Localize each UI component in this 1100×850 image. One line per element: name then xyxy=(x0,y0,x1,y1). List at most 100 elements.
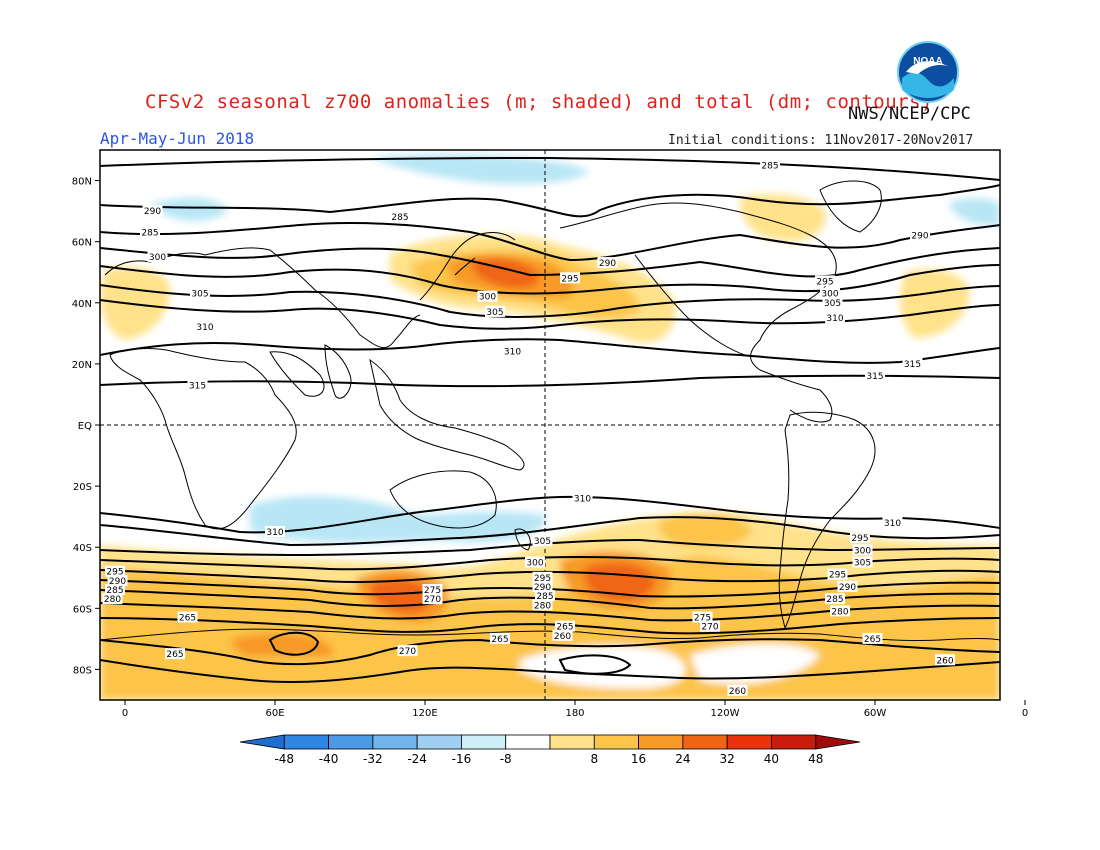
contour-label: 265 xyxy=(556,623,573,633)
contour-label: 300 xyxy=(479,293,496,303)
colorbar-tick-label: -16 xyxy=(452,752,472,766)
contour-label-bg xyxy=(477,290,498,302)
colorbar-tick-label: 16 xyxy=(631,752,646,766)
contour-label-bg xyxy=(815,275,835,287)
lat-tick-label: 80S xyxy=(73,665,92,676)
contour-label: 315 xyxy=(189,381,206,391)
contour-label: 305 xyxy=(854,559,871,569)
contour-label: 310 xyxy=(266,528,283,538)
contour-label-bg xyxy=(727,684,748,696)
contour-label: 275 xyxy=(424,586,441,596)
contour-label: 265 xyxy=(166,650,183,660)
contour-label-bg xyxy=(902,357,923,369)
contour-label-bg xyxy=(700,620,720,632)
latitude-axis: 80N 60N 40N 20N EQ 20S 40S 60S 80S xyxy=(72,177,100,676)
contour-label-bg xyxy=(692,611,713,623)
colorbar-tick-label: -48 xyxy=(274,752,294,766)
contour-label-bg xyxy=(525,556,545,568)
colorbar-tick-label: 40 xyxy=(764,752,779,766)
contour-label: 305 xyxy=(191,290,208,300)
contour-label: 295 xyxy=(816,277,833,287)
colorbar-tick-label: 24 xyxy=(675,752,690,766)
contour-label: 270 xyxy=(424,595,441,605)
lat-tick-label: 60N xyxy=(72,238,92,249)
contour-label-bg xyxy=(532,535,553,547)
contour-label-bg xyxy=(827,568,848,580)
contour-label-bg xyxy=(910,229,930,241)
colorbar-swatch xyxy=(283,734,329,750)
contour-label-bg xyxy=(147,250,168,262)
noaa-logo: NOAA xyxy=(897,41,959,103)
contour-label: 295 xyxy=(534,574,551,584)
contour-label-bg xyxy=(195,321,215,333)
contour-label: 285 xyxy=(141,229,158,239)
colorbar-swatch xyxy=(771,734,817,750)
lon-tick-label: 0 xyxy=(1022,708,1028,719)
contour-label: 270 xyxy=(701,623,718,633)
lat-tick-label: 60S xyxy=(73,604,92,615)
contour-label-bg xyxy=(825,593,845,605)
lon-tick-label: 180 xyxy=(565,708,584,719)
contour-label-bg xyxy=(935,654,955,666)
contour-label-bg xyxy=(502,345,523,357)
contour-label: 280 xyxy=(831,607,848,617)
contour-label: 310 xyxy=(884,519,901,529)
lon-tick-label: 120E xyxy=(412,708,437,719)
contour-label-bg xyxy=(397,645,418,657)
contour-label-bg xyxy=(165,648,185,660)
contour-label-bg xyxy=(760,159,780,171)
colorbar-tick-label: 8 xyxy=(590,752,598,766)
contour-label-bg xyxy=(422,584,443,595)
contour-label-bg xyxy=(572,492,593,504)
contour-label-bg xyxy=(882,516,903,528)
longitude-axis: 0 60E 120E 180 120W 60W 0 xyxy=(122,700,1028,719)
colorbar-swatch xyxy=(416,734,462,750)
contour-label: 300 xyxy=(149,253,166,263)
contour-label: 290 xyxy=(839,583,856,593)
noaa-logo-text: NOAA xyxy=(913,56,942,67)
colorbar-swatch xyxy=(505,734,551,750)
contour-label-bg xyxy=(850,532,870,544)
contour-label: 315 xyxy=(904,360,921,370)
lon-tick-label: 60W xyxy=(864,708,887,719)
contour-labels: 2852852902902902853003053103103153003052… xyxy=(102,159,955,697)
initial-conditions-label: Initial conditions: 11Nov2017-20Nov2017 xyxy=(668,133,974,148)
contour-label: 270 xyxy=(399,647,416,657)
contour-label: 310 xyxy=(574,494,591,504)
contour-label: 260 xyxy=(554,632,571,642)
contour-label: 285 xyxy=(106,586,123,596)
colorbar-swatch xyxy=(593,734,639,750)
contour-label: 300 xyxy=(821,290,838,300)
contour-label-bg xyxy=(105,584,125,595)
contour-label-bg xyxy=(820,287,840,299)
colorbar-tick-label: 32 xyxy=(720,752,735,766)
lat-tick-label: 20N xyxy=(72,360,92,371)
colorbar-tick-label: -40 xyxy=(319,752,339,766)
lat-tick-label: 20S xyxy=(73,482,92,493)
contour-label-bg xyxy=(535,590,555,602)
contour-label-bg xyxy=(532,599,553,611)
contour-label: 285 xyxy=(536,592,553,602)
colorbar-swatch xyxy=(328,734,374,750)
forecast-period: Apr-May-Jun 2018 xyxy=(100,129,255,148)
contour-label-bg xyxy=(102,593,123,605)
contour-label: 305 xyxy=(534,537,551,547)
contour-label: 285 xyxy=(826,595,843,605)
contour-label-bg xyxy=(552,629,573,641)
contour-label-bg xyxy=(862,632,883,644)
anomaly-colorbar: -48 -40 -32 -24 -16 -8 8 16 24 32 40 48 xyxy=(239,734,861,766)
contour-label: 295 xyxy=(851,534,868,544)
contour-label-bg xyxy=(555,620,575,632)
contour-label: 305 xyxy=(486,308,503,318)
lat-tick-label: 40N xyxy=(72,299,92,310)
contour-label-bg xyxy=(140,226,160,238)
contour-label-bg xyxy=(837,580,858,592)
colorbar-tick-label: -8 xyxy=(500,752,512,766)
contour-label-bg xyxy=(825,312,845,324)
contour-label-bg xyxy=(490,632,510,644)
contour-label-bg xyxy=(852,544,873,556)
contour-label: 290 xyxy=(144,207,161,217)
contour-label: 280 xyxy=(534,601,551,611)
contour-label: 265 xyxy=(491,635,508,645)
